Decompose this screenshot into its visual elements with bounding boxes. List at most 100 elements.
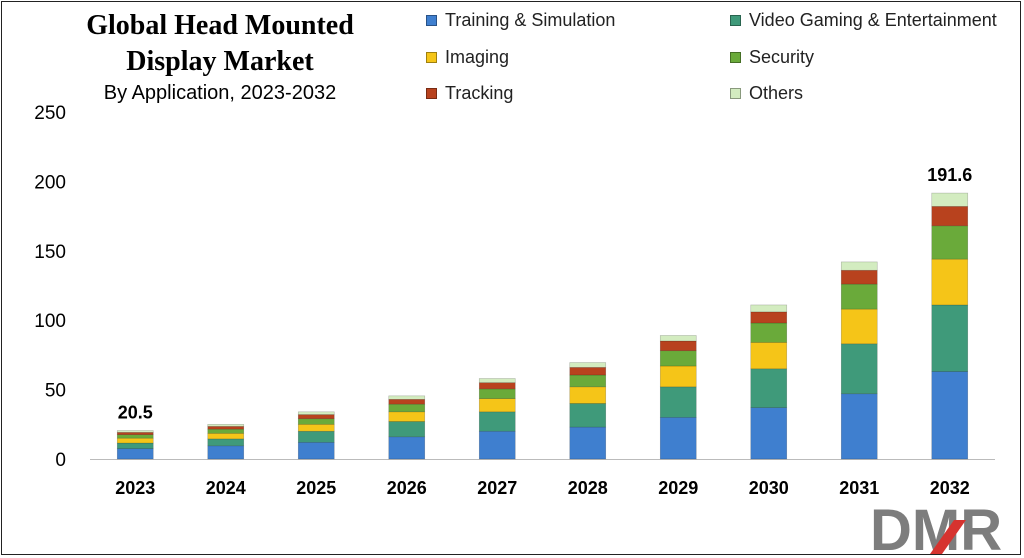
bar-segment-2029-others bbox=[659, 335, 697, 342]
bar-segment-2027-video-gaming-entertainment bbox=[478, 411, 516, 432]
bar-segment-2031-tracking bbox=[840, 269, 878, 285]
x-tick-label: 2024 bbox=[206, 478, 246, 498]
bar-segment-2023-tracking bbox=[116, 432, 154, 436]
bar-segment-2030-tracking bbox=[750, 311, 788, 324]
dmr-logo: DMR bbox=[870, 500, 1002, 554]
bar-segment-2029-imaging bbox=[659, 365, 697, 388]
bar-segment-2026-security bbox=[388, 403, 426, 413]
x-tick-label: 2023 bbox=[115, 478, 155, 498]
legend-swatch-tracking bbox=[426, 88, 437, 99]
x-tick-label: 2025 bbox=[296, 478, 336, 498]
x-tick-label: 2031 bbox=[839, 478, 879, 498]
bar-segment-2025-tracking bbox=[297, 414, 335, 420]
legend-swatch-imaging bbox=[426, 52, 437, 63]
chart-title: Global Head Mounted Display Market bbox=[86, 10, 354, 77]
legend-item-training-simulation: Training & Simulation bbox=[426, 10, 615, 31]
logo-accent-stripe bbox=[930, 520, 966, 554]
bar-segment-2032-imaging bbox=[931, 258, 969, 306]
bar-segment-2026-video-gaming-entertainment bbox=[388, 421, 426, 438]
bar-segment-2028-others bbox=[569, 362, 607, 368]
bar-segment-2024-video-gaming-entertainment bbox=[207, 438, 245, 447]
data-label-2032: 191.6 bbox=[927, 165, 972, 185]
legend-item-imaging: Imaging bbox=[426, 47, 509, 68]
bar-segment-2028-training-simulation bbox=[569, 426, 607, 460]
legend-item-tracking: Tracking bbox=[426, 83, 513, 104]
bar-segment-2027-imaging bbox=[478, 398, 516, 413]
bar-segment-2028-imaging bbox=[569, 386, 607, 404]
legend-item-others: Others bbox=[730, 83, 803, 104]
y-tick-label: 50 bbox=[45, 381, 66, 402]
bar-segment-2032-video-gaming-entertainment bbox=[931, 304, 969, 372]
legend-swatch-security bbox=[730, 52, 741, 63]
bar-segment-2023-imaging bbox=[116, 437, 154, 444]
bar-segment-2027-security bbox=[478, 388, 516, 399]
bar-segment-2026-imaging bbox=[388, 411, 426, 422]
bar-segment-2030-training-simulation bbox=[750, 407, 788, 460]
legend-label-others: Others bbox=[749, 83, 804, 103]
x-tick-label: 2027 bbox=[477, 478, 517, 498]
bar-segment-2032-security bbox=[931, 225, 969, 260]
bar-segment-2031-training-simulation bbox=[840, 393, 878, 460]
bar-segment-2026-tracking bbox=[388, 399, 426, 405]
bar-segment-2032-others bbox=[931, 192, 969, 207]
bar-segment-2030-others bbox=[750, 304, 788, 313]
y-tick-label: 150 bbox=[34, 242, 66, 263]
bar-segment-2025-security bbox=[297, 418, 335, 425]
logo-text: DMR bbox=[870, 500, 1002, 554]
bar-segment-2028-tracking bbox=[569, 367, 607, 376]
legend-label-tracking: Tracking bbox=[445, 83, 514, 103]
bar-segment-2024-security bbox=[207, 428, 245, 434]
legend-swatch-training-simulation bbox=[426, 15, 437, 26]
y-tick-label: 0 bbox=[55, 450, 66, 471]
bar-segment-2031-security bbox=[840, 283, 878, 310]
x-tick-label: 2028 bbox=[568, 478, 608, 498]
bar-segment-2025-training-simulation bbox=[297, 442, 335, 460]
bar-segment-2031-video-gaming-entertainment bbox=[840, 343, 878, 395]
y-tick-label: 200 bbox=[34, 172, 66, 193]
y-tick-label: 250 bbox=[34, 103, 66, 124]
legend-item-security: Security bbox=[730, 47, 814, 68]
bar-segment-2025-others bbox=[297, 411, 335, 415]
y-tick-label: 100 bbox=[34, 311, 66, 332]
bar-segment-2029-security bbox=[659, 350, 697, 367]
bar-segment-2029-tracking bbox=[659, 340, 697, 352]
legend-swatch-others bbox=[730, 88, 741, 99]
bar-segment-2030-video-gaming-entertainment bbox=[750, 368, 788, 408]
bar-segment-2028-video-gaming-entertainment bbox=[569, 403, 607, 428]
bar-segment-2024-imaging bbox=[207, 433, 245, 440]
bar-segment-2023-security bbox=[116, 434, 154, 439]
bar-segment-2024-tracking bbox=[207, 426, 245, 430]
x-tick-label: 2030 bbox=[749, 478, 789, 498]
bar-segment-2025-video-gaming-entertainment bbox=[297, 430, 335, 443]
bar-segment-2027-others bbox=[478, 378, 516, 383]
bar-segment-2029-training-simulation bbox=[659, 417, 697, 460]
legend-label-video-gaming: Video Gaming & Entertainment bbox=[749, 10, 997, 30]
chart-subtitle: By Application, 2023-2032 bbox=[103, 82, 337, 104]
legend-swatch-video-gaming bbox=[730, 15, 741, 26]
legend-item-video-gaming: Video Gaming & Entertainment bbox=[730, 10, 997, 31]
bar-segment-2027-tracking bbox=[478, 382, 516, 390]
bar-segment-2031-imaging bbox=[840, 308, 878, 345]
bar-segment-2023-video-gaming-entertainment bbox=[116, 442, 154, 449]
chart-legend: Training & Simulation Video Gaming & Ent… bbox=[424, 8, 1024, 108]
bar-segment-2029-video-gaming-entertainment bbox=[659, 386, 697, 418]
data-label-2023: 20.5 bbox=[118, 403, 153, 423]
bar-segment-2028-security bbox=[569, 374, 607, 388]
bar-segment-2031-others bbox=[840, 261, 878, 271]
x-tick-label: 2026 bbox=[387, 478, 427, 498]
bar-segment-2027-training-simulation bbox=[478, 430, 516, 460]
legend-label-security: Security bbox=[749, 47, 815, 67]
bar-segment-2030-security bbox=[750, 322, 788, 343]
bar-segment-2030-imaging bbox=[750, 342, 788, 370]
bar-segment-2026-others bbox=[388, 395, 426, 400]
bar-segment-2023-others bbox=[116, 430, 154, 433]
bar-segment-2024-training-simulation bbox=[207, 445, 245, 460]
x-tick-label: 2032 bbox=[930, 478, 970, 498]
bar-segment-2023-training-simulation bbox=[116, 448, 154, 460]
bar-segment-2026-training-simulation bbox=[388, 436, 426, 460]
bar-segment-2032-training-simulation bbox=[931, 371, 969, 460]
legend-label-imaging: Imaging bbox=[445, 47, 510, 67]
legend-label-training-simulation: Training & Simulation bbox=[445, 10, 616, 30]
